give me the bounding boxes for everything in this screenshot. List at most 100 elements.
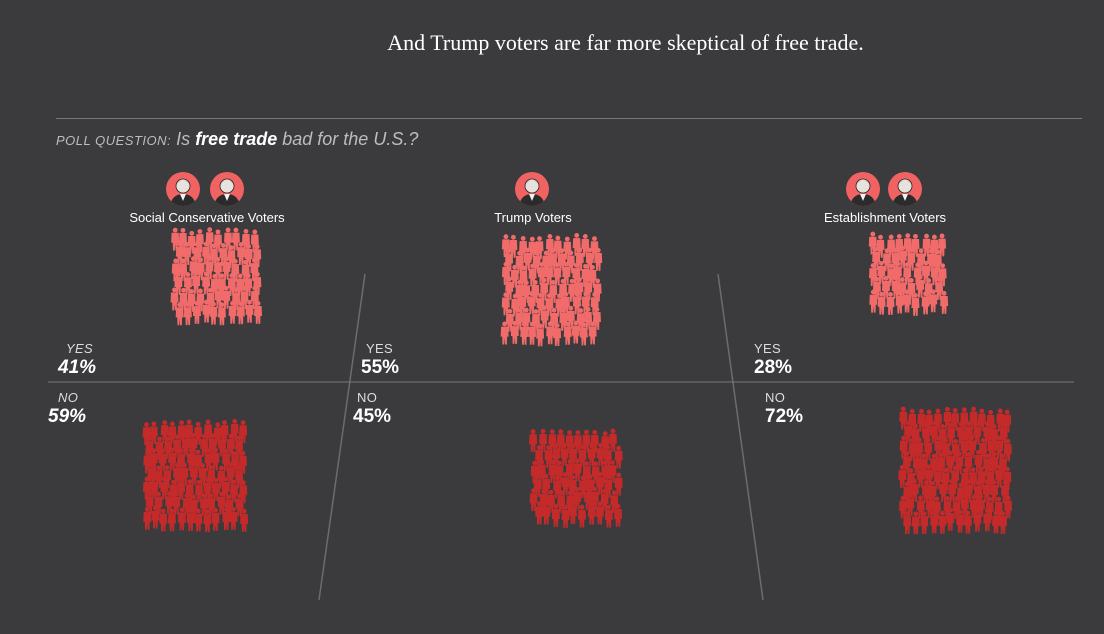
person-icon — [151, 505, 160, 529]
person-icon — [232, 287, 241, 311]
person-icon — [925, 495, 934, 519]
person-icon — [213, 422, 222, 446]
person-icon — [194, 449, 203, 473]
person-icon — [202, 271, 211, 295]
person-icon — [571, 320, 580, 344]
person-icon — [239, 420, 248, 444]
person-icon — [226, 433, 235, 457]
person-icon — [239, 480, 248, 504]
person-icon — [964, 421, 973, 445]
person-icon — [887, 234, 896, 258]
person-icon — [254, 300, 263, 324]
person-icon — [946, 507, 955, 531]
person-icon — [230, 479, 239, 503]
person-icon — [235, 493, 244, 517]
question-text-before: Is — [176, 129, 191, 149]
person-icon — [964, 479, 973, 503]
person-icon — [228, 300, 237, 324]
person-icon — [579, 322, 588, 346]
person-icon — [240, 508, 249, 532]
person-icon — [604, 504, 613, 528]
person-icon — [189, 494, 198, 518]
person-icon — [552, 443, 561, 467]
person-icon — [895, 290, 904, 314]
person-icon — [940, 290, 949, 314]
person-icon — [250, 229, 259, 253]
person-icon — [194, 421, 203, 445]
person-icon — [868, 231, 877, 255]
group-title-trump: Trump Voters — [494, 210, 572, 225]
person-icon — [171, 258, 180, 282]
person-icon — [903, 233, 912, 257]
person-icon — [948, 479, 957, 503]
person-icon — [143, 506, 152, 530]
person-icon — [614, 472, 623, 496]
yes-label: YES — [66, 341, 93, 356]
person-icon — [202, 299, 211, 323]
person-icon — [876, 234, 885, 258]
person-icon — [951, 465, 960, 489]
candidate-portrait — [210, 172, 244, 206]
person-icon — [235, 435, 244, 459]
person-icon — [991, 510, 1000, 534]
person-icon — [963, 510, 972, 534]
person-icon — [545, 233, 554, 257]
person-icon — [1003, 438, 1012, 462]
person-icon — [572, 233, 581, 256]
person-icon — [956, 509, 965, 533]
person-icon — [235, 465, 244, 489]
person-icon — [167, 508, 176, 532]
person-icon — [540, 305, 549, 329]
person-icon — [601, 431, 610, 455]
person-icon — [973, 508, 982, 532]
portrait-silhouette — [214, 178, 240, 206]
no-cluster — [529, 428, 623, 528]
person-icon — [920, 511, 929, 535]
group-title-establishment: Establishment Voters — [823, 210, 947, 225]
person-icon — [553, 262, 562, 286]
person-icon — [608, 460, 617, 484]
person-icon — [202, 241, 211, 265]
person-icon — [960, 407, 969, 431]
person-icon — [544, 445, 553, 468]
person-icon — [535, 445, 544, 469]
person-icon — [898, 465, 907, 488]
person-icon — [556, 429, 565, 453]
person-icon — [614, 503, 622, 527]
yes-percent: 28% — [754, 357, 793, 378]
person-icon — [520, 321, 529, 345]
yes-cluster — [500, 233, 603, 347]
person-icon — [922, 233, 931, 257]
person-icon — [539, 428, 548, 452]
person-icon — [194, 508, 203, 532]
group-divider — [717, 273, 764, 601]
person-icon — [211, 507, 220, 531]
person-icon — [1004, 495, 1013, 519]
person-icon — [895, 233, 904, 257]
person-icon — [222, 448, 231, 472]
person-icon — [189, 256, 198, 280]
person-icon — [903, 289, 912, 313]
person-icon — [542, 250, 551, 274]
poll-question: POLL QUESTION: Is free trade bad for the… — [56, 129, 418, 150]
question-bold: free trade — [195, 129, 278, 149]
candidate-portrait — [888, 172, 922, 206]
candidate-portrait — [166, 172, 200, 206]
person-icon — [577, 504, 586, 528]
person-icon — [500, 321, 509, 345]
person-icon — [177, 420, 186, 444]
group-divider — [318, 273, 366, 601]
person-icon — [529, 429, 538, 453]
person-icon — [903, 511, 912, 534]
person-icon — [990, 479, 999, 503]
person-icon — [593, 278, 602, 302]
person-icon — [219, 243, 228, 266]
no-percent: 59% — [48, 406, 87, 427]
person-icon — [877, 291, 886, 315]
person-icon — [590, 236, 599, 260]
no-cluster — [142, 418, 249, 533]
person-icon — [561, 472, 570, 496]
person-icon — [608, 428, 617, 452]
yes-label: YES — [754, 341, 781, 356]
person-icon — [581, 234, 590, 257]
